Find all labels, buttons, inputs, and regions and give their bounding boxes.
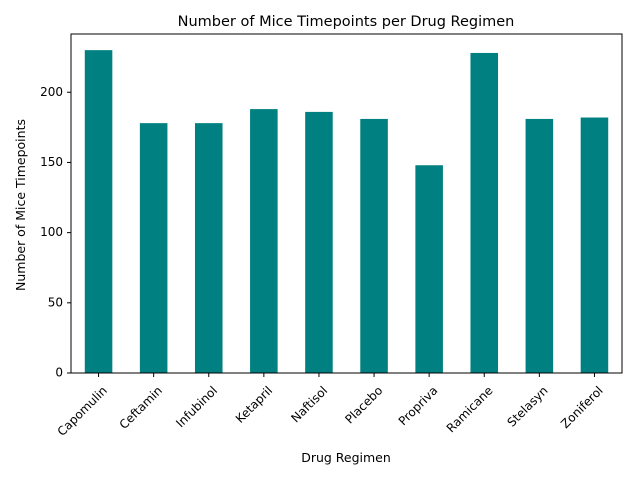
bar-zoniferol — [580, 117, 609, 374]
bar-naftisol — [305, 111, 333, 373]
bar-infubinol — [194, 123, 223, 373]
y-axis-label: Number of Mice Timepoints — [13, 119, 28, 291]
bar-propriva — [415, 165, 443, 373]
y-tick-label: 100 — [40, 225, 63, 239]
bars — [84, 50, 609, 374]
x-axis-label: Drug Regimen — [301, 450, 391, 465]
chart-title: Number of Mice Timepoints per Drug Regim… — [178, 14, 515, 30]
bar-ramicane — [470, 52, 499, 373]
bar-stelasyn — [525, 118, 554, 373]
bar-ketapril — [250, 109, 278, 374]
axes-frame — [70, 33, 623, 374]
y-tick-label: 150 — [40, 155, 63, 169]
bar-ceftamin — [139, 123, 168, 373]
y-tick-label: 0 — [55, 366, 63, 380]
bar-capomulin — [84, 50, 113, 374]
bar-placebo — [360, 118, 388, 373]
y-axis-ticks: 0 50 100 150 200 — [40, 85, 71, 380]
y-tick-label: 50 — [48, 295, 63, 309]
y-tick-label: 200 — [40, 85, 63, 99]
